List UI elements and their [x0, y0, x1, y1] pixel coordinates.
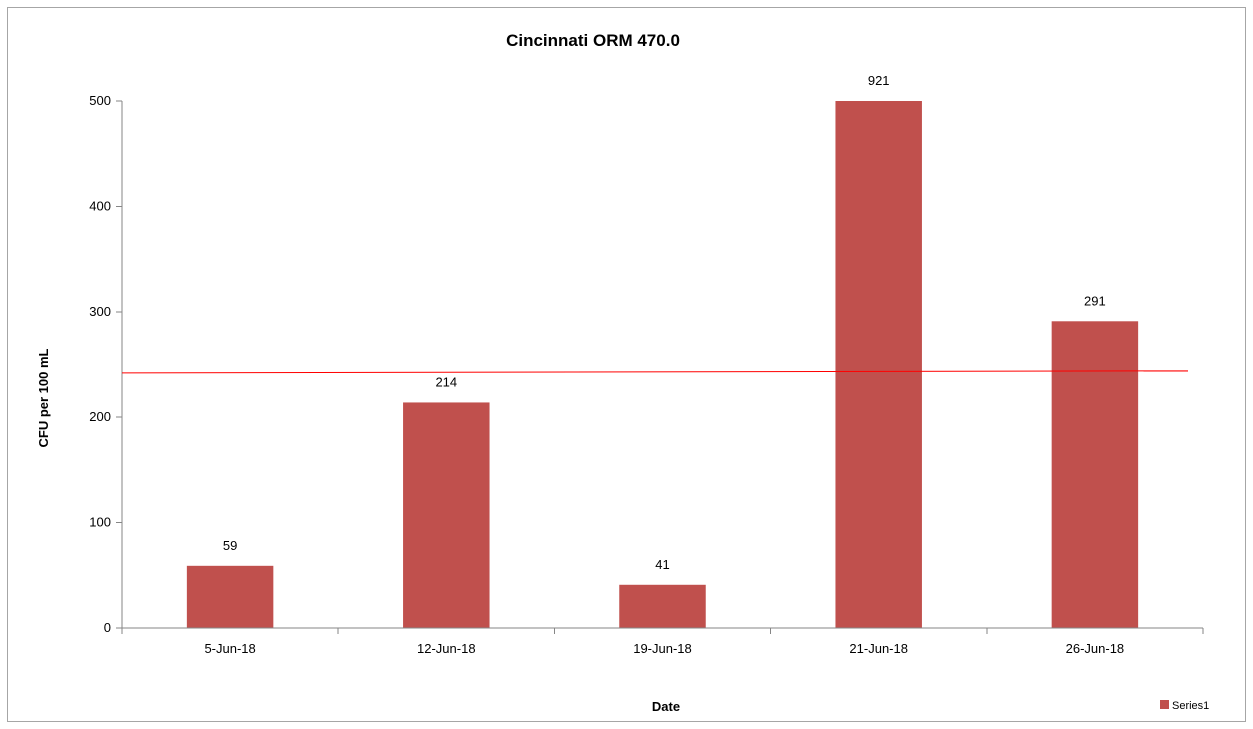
data-label-26-Jun-18: 291 [1084, 293, 1106, 308]
x-tick-label-19-Jun-18: 19-Jun-18 [633, 641, 692, 656]
data-label-12-Jun-18: 214 [435, 374, 457, 389]
legend-label-series1: Series1 [1172, 700, 1209, 712]
x-axis: 5-Jun-18 12-Jun-18 19-Jun-18 21-Jun-18 26-Ju… [121, 627, 1204, 656]
y-tick-label-300: 300 [89, 304, 111, 319]
y-axis: 0 100 200 300 400 500 [89, 93, 123, 635]
bar-5-Jun-18 [186, 565, 274, 628]
bar-19-Jun-18 [619, 584, 706, 628]
x-tick-label-12-Jun-18: 12-Jun-18 [417, 641, 476, 656]
data-labels-group: 59 214 41 921 291 [223, 73, 1106, 572]
bars-group [186, 101, 1139, 628]
bar-26-Jun-18 [1051, 321, 1139, 628]
legend-swatch-series1 [1160, 700, 1169, 709]
chart-title: Cincinnati ORM 470.0 [506, 31, 680, 50]
y-tick-label-100: 100 [89, 515, 111, 530]
data-label-19-Jun-18: 41 [655, 557, 669, 572]
bar-21-Jun-18 [835, 101, 922, 628]
x-tick-label-26-Jun-18: 26-Jun-18 [1066, 641, 1125, 656]
reference-line [121, 370, 1189, 374]
data-label-21-Jun-18: 921 [868, 73, 890, 88]
y-tick-label-500: 500 [89, 93, 111, 108]
bar-12-Jun-18 [403, 402, 490, 628]
x-axis-title: Date [652, 699, 680, 714]
y-tick-label-400: 400 [89, 198, 111, 213]
y-axis-title: CFU per 100 mL [36, 348, 51, 447]
y-tick-label-200: 200 [89, 409, 111, 424]
legend: Series1 [1160, 700, 1209, 712]
data-label-5-Jun-18: 59 [223, 538, 237, 553]
x-tick-label-21-Jun-18: 21-Jun-18 [849, 641, 908, 656]
x-tick-label-5-Jun-18: 5-Jun-18 [204, 641, 255, 656]
y-tick-label-0: 0 [104, 620, 111, 635]
